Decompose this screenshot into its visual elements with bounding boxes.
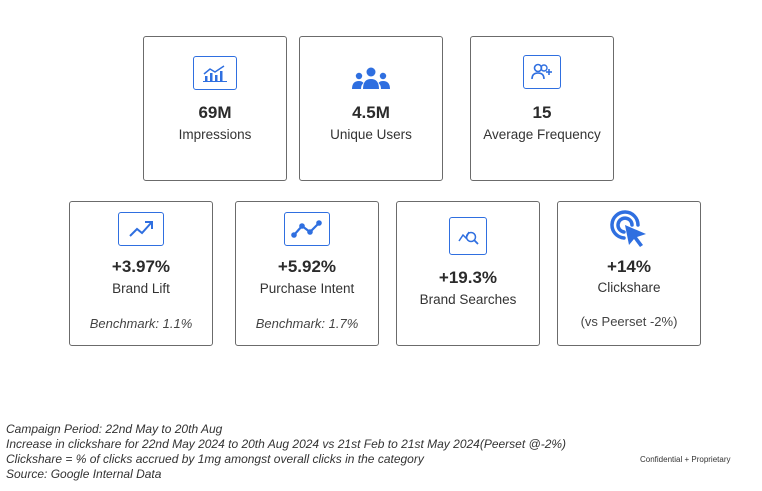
average-frequency-label: Average Frequency bbox=[483, 127, 601, 142]
search-analytics-icon bbox=[449, 217, 487, 255]
clickshare-label: Clickshare bbox=[597, 280, 661, 295]
brand-lift-label: Brand Lift bbox=[112, 281, 170, 296]
purchase-intent-label: Purchase Intent bbox=[259, 281, 355, 296]
clickshare-value: +14% bbox=[607, 257, 651, 276]
brand-lift-value: +3.97% bbox=[111, 257, 171, 276]
impressions-card: 69M Impressions bbox=[143, 36, 287, 181]
clickshare-card: +14% Clickshare (vs Peerset -2%) bbox=[557, 201, 701, 346]
users-group-icon bbox=[349, 65, 393, 91]
line-chart-icon bbox=[284, 212, 330, 246]
brand-searches-label: Brand Searches bbox=[419, 292, 517, 307]
unique-users-card: 4.5M Unique Users bbox=[299, 36, 443, 181]
footnote-source: Source: Google Internal Data bbox=[6, 467, 162, 481]
footnote-clickshare-increase: Increase in clickshare for 22nd May 2024… bbox=[6, 437, 567, 451]
purchase-intent-value: +5.92% bbox=[277, 257, 337, 276]
impressions-label: Impressions bbox=[178, 127, 252, 142]
purchase-intent-card: +5.92% Purchase Intent Benchmark: 1.7% bbox=[235, 201, 379, 346]
click-cursor-icon bbox=[606, 209, 652, 249]
unique-users-value: 4.5M bbox=[352, 103, 390, 122]
bar-chart-icon bbox=[193, 56, 237, 90]
brand-lift-card: +3.97% Brand Lift Benchmark: 1.1% bbox=[69, 201, 213, 346]
confidential-label: Confidential + Proprietary bbox=[640, 455, 731, 464]
footnote-clickshare-definition: Clickshare = % of clicks accrued by 1mg … bbox=[6, 452, 424, 466]
average-frequency-value: 15 bbox=[532, 103, 552, 122]
brand-searches-card: +19.3% Brand Searches bbox=[396, 201, 540, 346]
clickshare-peerset-note: (vs Peerset -2%) bbox=[580, 314, 678, 329]
impressions-value: 69M bbox=[198, 103, 232, 122]
person-add-icon bbox=[523, 55, 561, 89]
purchase-intent-benchmark: Benchmark: 1.7% bbox=[255, 316, 359, 331]
trend-up-icon bbox=[118, 212, 164, 246]
brand-lift-benchmark: Benchmark: 1.1% bbox=[89, 316, 193, 331]
brand-searches-value: +19.3% bbox=[438, 268, 498, 287]
average-frequency-card: 15 Average Frequency bbox=[470, 36, 614, 181]
unique-users-label: Unique Users bbox=[330, 127, 412, 142]
footnote-campaign-period: Campaign Period: 22nd May to 20th Aug bbox=[6, 422, 223, 436]
footnotes: Campaign Period: 22nd May to 20th Aug In… bbox=[6, 422, 566, 482]
